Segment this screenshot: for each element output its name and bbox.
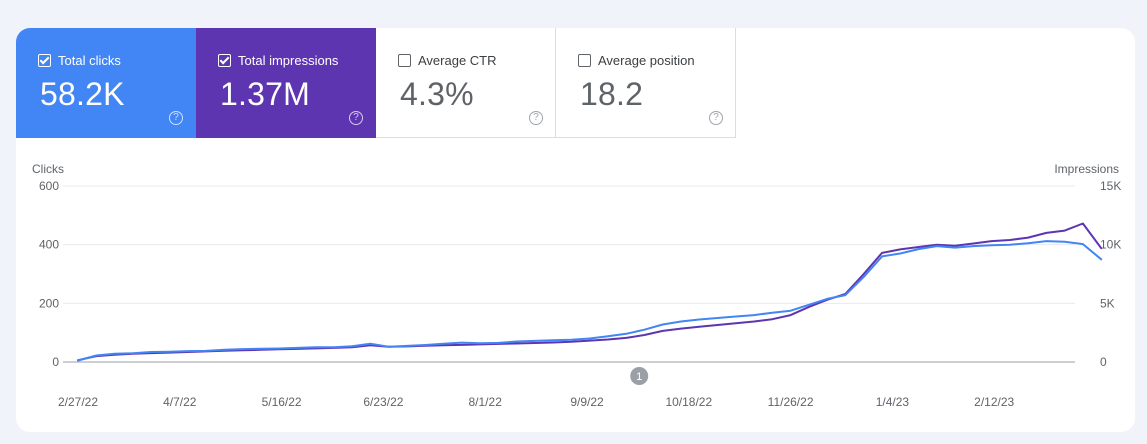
metric-value: 1.37M [220, 76, 310, 112]
right-tick-label: 10K [1100, 238, 1121, 252]
gridlines [63, 185, 1075, 363]
metric-label: Average position [598, 53, 695, 68]
x-tick-label: 4/7/22 [163, 395, 197, 409]
metric-value: 58.2K [40, 76, 125, 112]
metric-label: Total impressions [238, 53, 339, 68]
metric-tiles: Total clicks 58.2K ? Total impressions 1… [16, 28, 736, 138]
metric-average-ctr[interactable]: Average CTR 4.3% ? [376, 28, 556, 138]
left-tick-label: 0 [52, 355, 59, 369]
x-tick-label: 6/23/22 [363, 395, 403, 409]
checkbox-icon[interactable] [38, 54, 51, 67]
metric-total-impressions[interactable]: Total impressions 1.37M ? [196, 28, 376, 138]
left-tick-label: 400 [39, 238, 59, 252]
checkbox-icon[interactable] [578, 54, 591, 67]
left-axis-title: Clicks [32, 162, 64, 176]
impressions-line [77, 222, 1103, 362]
annotation-layer: 1 [630, 367, 649, 385]
help-icon[interactable]: ? [169, 111, 183, 125]
right-axis-title: Impressions [1054, 162, 1119, 176]
performance-card: Total clicks 58.2K ? Total impressions 1… [16, 28, 1135, 432]
annotation-marker [630, 367, 649, 385]
metric-total-clicks[interactable]: Total clicks 58.2K ? [16, 28, 196, 138]
left-tick-label: 200 [39, 296, 59, 310]
series-lines [77, 222, 1103, 362]
performance-chart: Clicks Impressions 0 0 200 5K 400 10K 600 15K 2/… [32, 162, 1121, 409]
annotation-label: 1 [636, 371, 642, 383]
x-tick-label: 10/18/22 [665, 395, 712, 409]
checkbox-icon[interactable] [218, 54, 231, 67]
x-tick-label: 2/12/23 [974, 395, 1014, 409]
help-icon[interactable]: ? [349, 111, 363, 125]
metric-value: 18.2 [580, 76, 644, 112]
checkbox-icon[interactable] [398, 54, 411, 67]
x-tick-label: 2/27/22 [58, 395, 98, 409]
x-tick-label: 9/9/22 [570, 395, 604, 409]
metric-value: 4.3% [400, 76, 474, 112]
metric-label: Total clicks [58, 53, 121, 68]
clicks-line [77, 240, 1103, 362]
x-tick-label: 5/16/22 [262, 395, 302, 409]
metric-label: Average CTR [418, 53, 497, 68]
x-tick-label: 8/1/22 [469, 395, 503, 409]
axis-ticks: 0 0 200 5K 400 10K 600 15K 2/27/22 4/7/22 5/16/22 6… [39, 179, 1121, 409]
x-tick-label: 1/4/23 [876, 395, 910, 409]
left-tick-label: 600 [39, 179, 59, 193]
right-tick-label: 0 [1100, 355, 1107, 369]
right-tick-label: 5K [1100, 296, 1115, 310]
x-tick-label: 11/26/22 [768, 395, 814, 409]
help-icon[interactable]: ? [709, 111, 723, 125]
right-tick-label: 15K [1100, 179, 1121, 193]
metric-average-position[interactable]: Average position 18.2 ? [556, 28, 736, 138]
help-icon[interactable]: ? [529, 111, 543, 125]
